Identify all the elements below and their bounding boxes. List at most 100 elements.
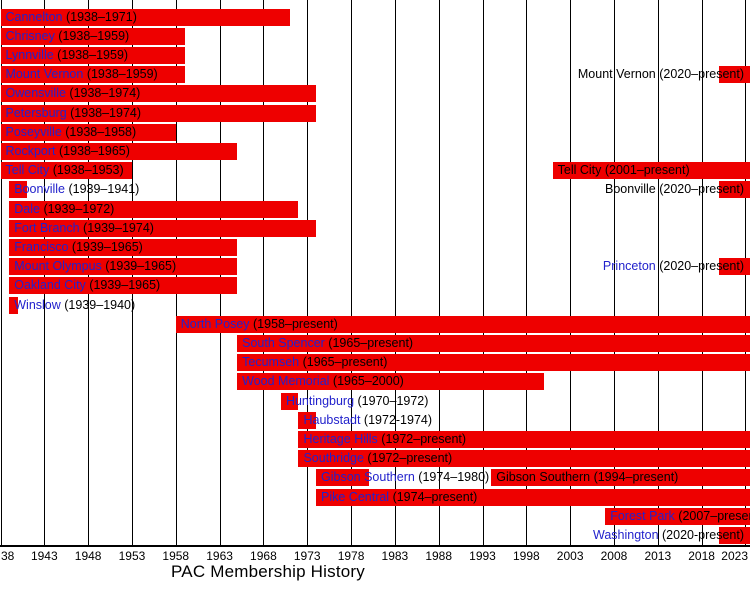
membership-years: (2001–present)	[601, 163, 690, 178]
membership-years: (1970–1972)	[354, 393, 429, 408]
membership-bar-mount-vernon	[0, 66, 185, 84]
membership-bar-north-posey	[175, 315, 750, 333]
membership-years: (1939–1965)	[101, 259, 177, 274]
membership-years: (2020–present)	[655, 182, 744, 197]
school-name-link[interactable]: Tecumseh	[242, 355, 300, 370]
gridline-1983	[394, 0, 396, 546]
school-name: Tell City	[557, 163, 602, 178]
membership-bar-boonville	[719, 181, 750, 199]
school-name-link[interactable]: Lynnville	[5, 47, 54, 62]
timeline-label-mount-olympus: Mount Olympus (1939–1965)	[14, 258, 176, 275]
school-name-link[interactable]: Washington	[592, 527, 659, 542]
membership-years: (1939–1965)	[85, 278, 161, 293]
membership-bar-mount-vernon	[719, 66, 750, 84]
membership-years: (1965–2000)	[329, 374, 404, 389]
school-name-link[interactable]: Cannelton	[5, 9, 63, 24]
membership-years: (1965–present)	[299, 355, 388, 370]
school-name-link[interactable]: Mount Olympus	[14, 259, 102, 274]
membership-years: (1938–1959)	[83, 67, 158, 82]
school-name-link[interactable]: Poseyville	[5, 124, 62, 139]
school-name-link[interactable]: Oakland City	[14, 278, 86, 293]
membership-bar-southridge	[298, 450, 750, 468]
school-name-link[interactable]: Mount Vernon	[5, 67, 84, 82]
membership-bar-chrisney	[0, 27, 185, 45]
timeline-label-haubstadt: Haubstadt (1972-1974)	[303, 412, 432, 429]
membership-years: (1938–1974)	[65, 86, 141, 101]
school-name-link[interactable]: Winslow	[14, 297, 61, 312]
timeline-label-boonville: Boonville (2020–present)	[605, 181, 744, 198]
timeline-label-rockport: Rockport (1938–1965)	[6, 143, 130, 160]
gridline-1978	[351, 0, 353, 546]
membership-bar-princeton	[719, 258, 750, 276]
membership-bar-haubstadt	[298, 411, 316, 429]
school-name-link[interactable]: Dale	[14, 201, 40, 216]
membership-years: (1939–1974)	[79, 220, 154, 235]
membership-bar-tecumseh	[237, 354, 750, 372]
tick-label-2023: 2023	[721, 549, 748, 563]
membership-bar-gibson-southern	[316, 469, 369, 487]
school-name-link[interactable]: Pike Central	[321, 489, 390, 504]
school-name-link[interactable]: Haubstadt	[303, 412, 361, 427]
school-name-link[interactable]: Fort Branch	[14, 220, 80, 235]
school-name-link[interactable]: Owensville	[5, 86, 66, 101]
school-name-link[interactable]: Boonville	[14, 182, 65, 197]
membership-bar-boonville	[9, 181, 27, 199]
school-name-link[interactable]: Wood Memorial	[242, 374, 330, 389]
membership-bar-winslow	[9, 296, 18, 314]
tick-label-2008: 2008	[600, 549, 628, 563]
membership-bar-south-spencer	[237, 334, 750, 353]
timeline-label-gibson-southern: Gibson Southern (1994–present)	[496, 469, 678, 486]
membership-years: (1938–1965)	[55, 143, 130, 158]
school-name-link[interactable]: Southridge	[303, 451, 364, 466]
membership-bar-lynnville	[0, 46, 185, 65]
gridline-1973	[307, 0, 309, 546]
membership-years: (1994–present)	[590, 470, 679, 485]
timeline-label-tecumseh: Tecumseh (1965–present)	[242, 354, 387, 371]
gridline-2003	[570, 0, 572, 546]
membership-bar-petersburg	[0, 104, 316, 122]
membership-years: (1958–present)	[249, 316, 338, 331]
timeline-label-fort-branch: Fort Branch (1939–1974)	[14, 220, 154, 237]
membership-years: (1939–1972)	[39, 201, 115, 216]
tick-label-2003: 2003	[556, 549, 584, 563]
timeline-label-heritage-hills: Heritage Hills (1972–present)	[303, 431, 466, 448]
school-name-link[interactable]: Rockport	[5, 143, 56, 158]
school-name-link[interactable]: Huntingburg	[285, 393, 355, 408]
school-name: Boonville	[605, 182, 656, 197]
school-name-link[interactable]: Tell City	[5, 163, 50, 178]
school-name-link[interactable]: Petersburg	[5, 105, 67, 120]
membership-years: (1938–1959)	[54, 28, 130, 43]
tick-label-1953: 1953	[118, 549, 146, 563]
school-name-link[interactable]: Heritage Hills	[303, 431, 378, 446]
school-name-link[interactable]: North Posey	[180, 316, 250, 331]
membership-bar-tell-city	[552, 162, 750, 180]
school-name-link[interactable]: Forest Park	[610, 508, 675, 523]
timeline-label-oakland-city: Oakland City (1939–1965)	[14, 277, 160, 294]
membership-years: (1938–1974)	[66, 105, 142, 120]
school-name-link[interactable]: Princeton	[602, 259, 656, 274]
school-name-link[interactable]: Chrisney	[5, 28, 55, 43]
membership-bar-tell-city	[0, 162, 132, 180]
membership-bar-heritage-hills	[298, 430, 750, 449]
school-name-link[interactable]: Gibson Southern	[321, 470, 415, 485]
gridline-1998	[526, 0, 528, 546]
timeline-label-southridge: Southridge (1972–present)	[303, 450, 452, 467]
timeline-label-wood-memorial: Wood Memorial (1965–2000)	[242, 373, 404, 390]
timeline-label-mount-vernon: Mount Vernon (1938–1959)	[6, 66, 158, 83]
timeline-label-north-posey: North Posey (1958–present)	[181, 316, 338, 333]
school-name-link[interactable]: Francisco	[14, 239, 69, 254]
gridline-1938	[0, 0, 2, 546]
tick-label-1973: 1973	[293, 549, 321, 563]
timeline-label-washington: Washington (2020-present)	[593, 527, 744, 544]
membership-years: (1972–present)	[377, 431, 467, 446]
membership-years: (1972–present)	[363, 451, 453, 466]
tick-label-1938: 38	[1, 549, 15, 563]
membership-bar-cannelton	[0, 8, 290, 26]
tick-label-1958: 1958	[162, 549, 190, 563]
timeline-label-huntingburg: Huntingburg (1970–1972)	[286, 393, 428, 410]
school-name-link[interactable]: South Spencer	[242, 335, 325, 350]
membership-bar-huntingburg	[280, 392, 299, 410]
timeline-label-petersburg: Petersburg (1938–1974)	[6, 105, 142, 122]
membership-years: (2020–present)	[655, 259, 744, 274]
